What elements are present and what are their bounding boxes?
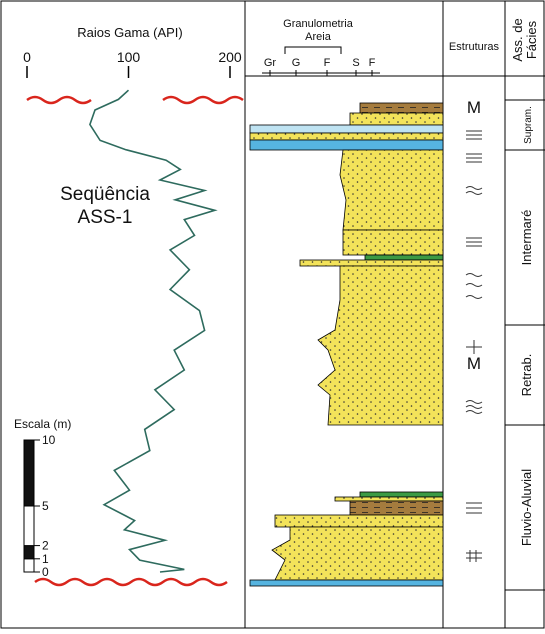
estruturas: Estruturas xyxy=(449,41,500,53)
x-tick-label: 200 xyxy=(218,49,242,65)
grain-size: F xyxy=(369,57,376,69)
erosion-surface xyxy=(162,95,244,105)
gamma-curve xyxy=(89,89,218,573)
bracket xyxy=(284,46,342,54)
annotation: Seqüência xyxy=(60,184,150,205)
scale-tick-label: 10 xyxy=(42,433,56,447)
scale-tick-label: 5 xyxy=(42,499,49,513)
structure-symbol: M xyxy=(467,98,481,117)
grain-size: F xyxy=(324,57,331,69)
grain-size: S xyxy=(352,57,359,69)
facies-title: Ass. de xyxy=(510,18,525,61)
scale-segment xyxy=(23,439,35,507)
lithology xyxy=(249,102,444,587)
grain-size: Gr xyxy=(264,57,277,69)
scale-tick-label: 0 xyxy=(42,565,49,579)
facies-label: Fluvio-Aluvial xyxy=(519,469,534,546)
granulometria: Granulometria xyxy=(283,18,354,30)
gamma-title: Raios Gama (API) xyxy=(77,25,182,40)
grain-size: G xyxy=(292,57,301,69)
erosion-surface xyxy=(34,577,228,587)
erosion-surface xyxy=(26,95,92,105)
areia: Areia xyxy=(305,31,332,43)
scale-segment xyxy=(23,545,35,560)
facies-label: Supram. xyxy=(523,106,534,144)
facies-label: Retrab. xyxy=(519,354,534,397)
x-tick-label: 100 xyxy=(117,49,141,65)
scale-segment xyxy=(23,558,35,573)
scale-label: Escala (m) xyxy=(14,417,71,431)
scale-segment xyxy=(23,505,35,547)
facies-title: Fácies xyxy=(524,20,539,59)
structure-symbol: M xyxy=(467,354,481,373)
annotation: ASS-1 xyxy=(78,207,133,228)
facies-label: Intermaré xyxy=(519,210,534,266)
scale-tick-label: 2 xyxy=(42,539,49,553)
structure-symbols xyxy=(465,130,483,562)
scale-tick-label: 1 xyxy=(42,552,49,566)
x-tick-label: 0 xyxy=(23,49,31,65)
